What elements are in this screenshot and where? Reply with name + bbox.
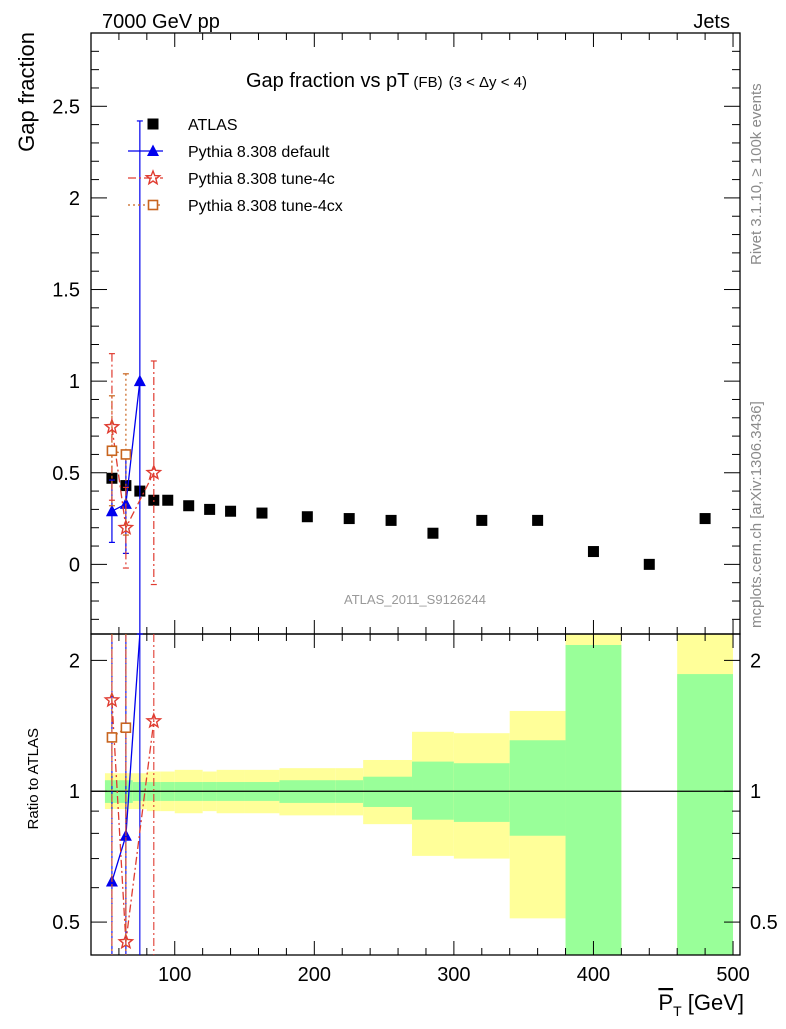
xtick-label-500: 500: [716, 964, 749, 986]
main-point-0-15: [587, 546, 599, 558]
main-point-0-13: [476, 514, 488, 526]
xtick-label-300: 300: [437, 964, 470, 986]
main-point-2-0: [103, 417, 121, 435]
ratio-ylabel: Ratio to ATLAS: [25, 728, 42, 829]
energy-label: 7000 GeV pp: [102, 11, 220, 33]
main-point-0-17: [699, 513, 711, 525]
legend-label-0: ATLAS: [188, 117, 238, 134]
axis-ticks: 100 200 300 400 500 0 0.5 1 1.5 2 2.5 0.5 0.5 1 1 2 2: [52, 33, 778, 986]
main-point-0-8: [256, 507, 268, 519]
main-point-1-0: [105, 504, 118, 517]
jets-label: Jets: [693, 11, 730, 33]
band-inner-13: [453, 763, 510, 822]
ytick-label-main-1.5: 1.5: [52, 280, 80, 302]
xaxis-label-unit: [GeV]: [682, 990, 744, 1015]
main-line-2: [111, 426, 155, 530]
xtick-label-100: 100: [158, 964, 191, 986]
chart-title-sub: (FB): [413, 74, 442, 91]
band-inner-11: [363, 776, 413, 807]
axes-frames: [90, 32, 741, 956]
main-point-0-16: [643, 558, 655, 570]
legend-marker-1: [147, 144, 159, 156]
main-point-0-6: [204, 503, 216, 515]
main-point-0-5: [183, 500, 195, 512]
main-point-0-11: [385, 514, 397, 526]
ytick-label-ratio-l-0.5: 0.5: [52, 912, 80, 934]
main-point-3-1: [120, 449, 132, 460]
ytick-label-main-1: 1: [69, 371, 80, 393]
legend-label-1: Pythia 8.308 default: [188, 144, 330, 161]
main-series-2: [103, 353, 163, 586]
ytick-label-main-2: 2: [69, 188, 80, 210]
ratio-series-2: [106, 634, 132, 955]
ratio-point-2-1: [120, 722, 132, 734]
ytick-label-ratio-r-0.5: 0.5: [750, 912, 778, 934]
ratio-frame: [90, 633, 741, 956]
ratio-point-1-2: [145, 712, 163, 729]
main-point-0-12: [427, 527, 439, 539]
band-inner-15: [565, 644, 622, 955]
ratio-point-1-0: [103, 691, 121, 708]
ytick-label-ratio-l-1: 1: [69, 781, 80, 803]
xtick-label-400: 400: [577, 964, 610, 986]
chart-title-main: Gap fraction vs pT: [246, 70, 409, 92]
analysis-watermark: ATLAS_2011_S9126244: [344, 592, 486, 607]
legend-marker-0: [147, 118, 159, 130]
ratio-point-2-0: [106, 732, 118, 743]
main-point-1-1: [119, 497, 132, 509]
legend: ATLAS Pythia 8.308 default Pythia 8.308 tu…: [128, 117, 343, 215]
main-point-0-4: [162, 494, 174, 506]
ratio-uncertainty-bands: [104, 634, 734, 955]
main-series-0: [106, 472, 711, 570]
ytick-label-main-2.5: 2.5: [52, 96, 80, 118]
mcplots-label: mcplots.cern.ch [arXiv:1306.3436]: [748, 401, 765, 628]
legend-entry-2: Pythia 8.308 tune-4c: [128, 169, 335, 188]
legend-marker-3: [147, 199, 159, 211]
legend-entry-1: Pythia 8.308 default: [128, 144, 330, 161]
main-point-1-2: [133, 374, 146, 387]
ytick-label-main-0: 0: [69, 554, 80, 576]
band-inner-14: [509, 740, 566, 836]
main-point-3-0: [106, 445, 118, 457]
main-series-3: [106, 373, 132, 536]
main-point-0-7: [225, 505, 237, 517]
main-point-0-9: [301, 511, 313, 523]
legend-label-3: Pythia 8.308 tune-4cx: [188, 198, 343, 215]
main-ylabel: Gap fraction: [14, 32, 39, 152]
xtick-label-200: 200: [298, 964, 331, 986]
xaxis-label: PT [GeV]: [658, 990, 744, 1019]
ytick-label-ratio-l-2: 2: [69, 650, 80, 672]
main-point-0-14: [532, 514, 544, 526]
chart-title: Gap fraction vs pT (FB) (3 < Δy < 4): [246, 70, 527, 92]
legend-entry-3: Pythia 8.308 tune-4cx: [128, 198, 343, 215]
ytick-label-ratio-r-2: 2: [750, 650, 761, 672]
ytick-label-ratio-r-1: 1: [750, 781, 761, 803]
legend-label-2: Pythia 8.308 tune-4c: [188, 171, 335, 188]
xaxis-label-p: P: [658, 990, 673, 1015]
xaxis-label-sub: T: [673, 1003, 682, 1019]
legend-entry-0: ATLAS: [147, 117, 238, 134]
legend-marker-2: [144, 169, 162, 186]
rivet-label: Rivet 3.1.10, ≥ 100k events: [748, 83, 765, 265]
data-series: [103, 120, 711, 955]
ytick-label-main-0.5: 0.5: [52, 463, 80, 485]
chart-title-range: (3 < Δy < 4): [449, 74, 527, 91]
main-point-2-2: [145, 463, 163, 480]
main-point-0-10: [343, 513, 355, 525]
band-inner-17: [677, 674, 734, 955]
